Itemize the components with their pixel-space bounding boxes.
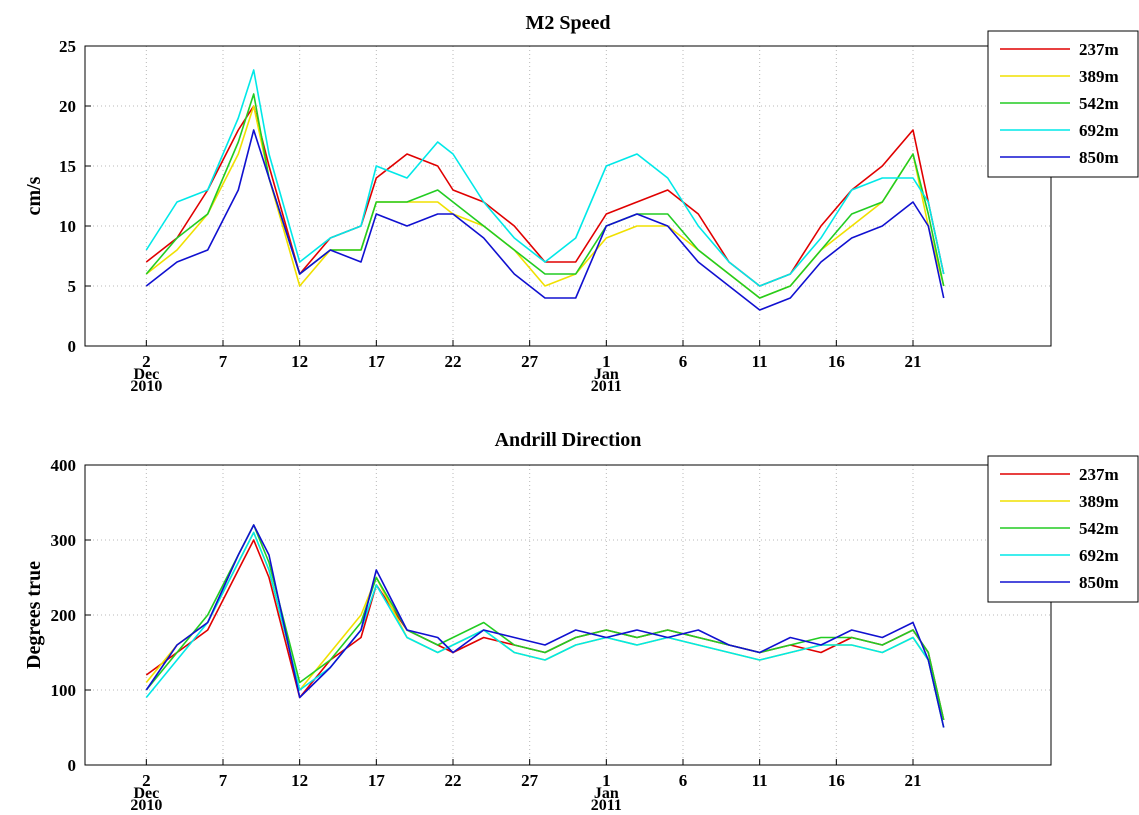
speed-legend-label-692m: 692m <box>1079 121 1119 140</box>
direction-x-tick-label: 27 <box>521 771 539 790</box>
direction-x-tick-label: 11 <box>752 771 768 790</box>
direction-series-237m <box>145 539 945 721</box>
speed-legend: 237m 389m 542m 692m 850m <box>987 30 1139 178</box>
direction-legend-label-850m: 850m <box>1079 573 1119 592</box>
speed-y-tick-label: 15 <box>59 157 76 176</box>
direction-legend-label-692m: 692m <box>1079 546 1119 565</box>
direction-series-542m <box>145 524 945 721</box>
speed-x-tick-label: 7 <box>219 352 228 371</box>
speed-legend-label-542m: 542m <box>1079 94 1119 113</box>
direction-month-label: Jan <box>594 785 619 802</box>
speed-x-tick-label: 6 <box>679 352 688 371</box>
speed-series-850m <box>145 129 945 311</box>
direction-legend: 237m 389m 542m 692m 850m <box>987 455 1139 603</box>
speed-plot-frame <box>84 45 1052 347</box>
direction-y-axis-label: Degrees true <box>23 561 45 669</box>
speed-month-label: Jan <box>594 366 619 383</box>
direction-x-tick-label: 2 <box>142 771 151 790</box>
direction-y-tick-label: 0 <box>68 756 77 775</box>
direction-month-label: Dec <box>133 785 159 802</box>
speed-year-label: 2011 <box>591 378 622 395</box>
direction-x-tick-label: 1 <box>602 771 611 790</box>
direction-x-tick-label: 7 <box>219 771 228 790</box>
speed-series <box>145 69 945 311</box>
speed-legend-label-389m: 389m <box>1079 67 1119 86</box>
direction-chart-title: Andrill Direction <box>495 429 642 451</box>
speed-series-542m <box>145 93 945 299</box>
speed-chart-title: M2 Speed <box>526 12 611 34</box>
direction-x-tick-label: 12 <box>291 771 308 790</box>
speed-x-tick-label: 21 <box>905 352 922 371</box>
speed-x-tick-label: 17 <box>368 352 386 371</box>
speed-series-237m <box>145 105 945 287</box>
speed-y-tick-label: 25 <box>59 37 76 56</box>
direction-x-tick-label: 16 <box>828 771 845 790</box>
speed-x-tick-label: 22 <box>445 352 462 371</box>
speed-year-label: 2010 <box>130 378 162 395</box>
direction-series-850m <box>145 524 945 728</box>
direction-legend-label-542m: 542m <box>1079 519 1119 538</box>
direction-x-tick-label: 22 <box>445 771 462 790</box>
speed-month-label: Dec <box>133 366 159 383</box>
speed-x-tick-label: 2 <box>142 352 151 371</box>
direction-series-692m <box>145 531 945 728</box>
speed-legend-label-850m: 850m <box>1079 148 1119 167</box>
direction-chart: Andrill Direction Degrees true 0 100 200 30… <box>23 429 1139 814</box>
direction-series <box>145 524 945 728</box>
direction-y-tick-label: 400 <box>51 456 77 475</box>
direction-year-label: 2011 <box>591 797 622 814</box>
speed-x-tick-label: 11 <box>752 352 768 371</box>
direction-legend-label-237m: 237m <box>1079 465 1119 484</box>
speed-x-tick-label: 1 <box>602 352 611 371</box>
direction-y-tick-label: 200 <box>51 606 77 625</box>
speed-y-tick-label: 20 <box>59 97 76 116</box>
speed-legend-label-237m: 237m <box>1079 40 1119 59</box>
direction-x-tick-label: 21 <box>905 771 922 790</box>
speed-x-tick-label: 16 <box>828 352 845 371</box>
direction-y-ticks: 0 100 200 300 400 <box>51 456 91 775</box>
direction-legend-label-389m: 389m <box>1079 492 1119 511</box>
direction-x-tick-label: 6 <box>679 771 688 790</box>
speed-y-tick-label: 5 <box>68 277 77 296</box>
direction-year-label: 2010 <box>130 797 162 814</box>
direction-legend-box <box>987 455 1139 603</box>
speed-legend-box <box>987 30 1139 178</box>
speed-y-axis-label: cm/s <box>23 176 45 215</box>
speed-x-tick-label: 27 <box>521 352 539 371</box>
speed-grid <box>85 46 1051 346</box>
speed-y-tick-label: 10 <box>59 217 76 236</box>
direction-y-tick-label: 300 <box>51 531 77 550</box>
speed-y-ticks: 0 5 10 15 20 25 <box>59 37 91 356</box>
direction-grid <box>85 465 1051 765</box>
speed-y-tick-label: 0 <box>68 337 77 356</box>
direction-x-tick-label: 17 <box>368 771 386 790</box>
speed-series-692m <box>145 69 945 287</box>
direction-y-tick-label: 100 <box>51 681 77 700</box>
speed-x-tick-label: 12 <box>291 352 308 371</box>
